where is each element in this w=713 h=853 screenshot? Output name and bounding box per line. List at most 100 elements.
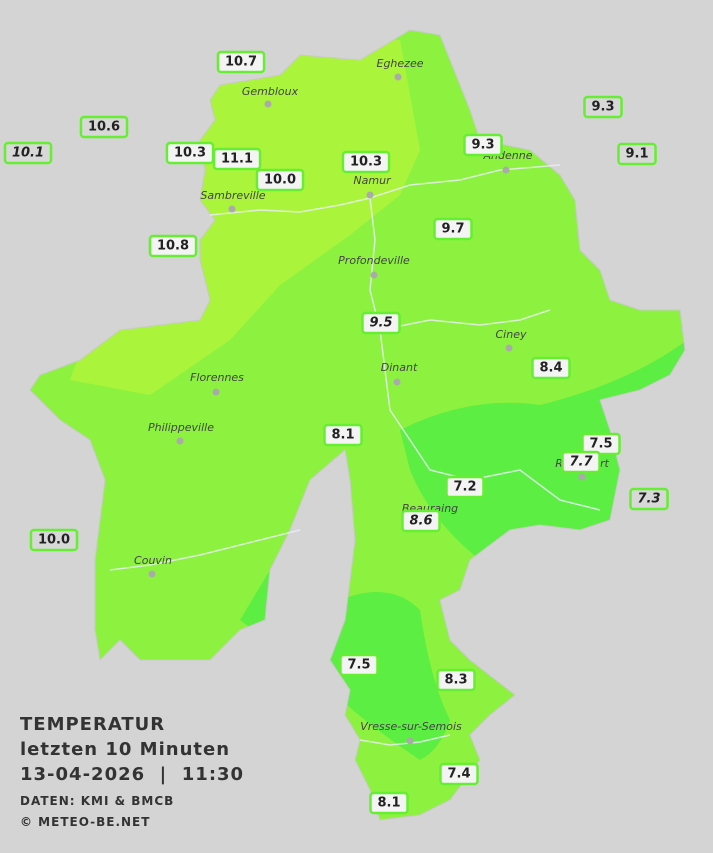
town-dot (370, 271, 378, 279)
station-box (629, 487, 669, 511)
station-value: 10.0 (264, 173, 296, 188)
station: 10.3 (341, 150, 391, 174)
town-dot (176, 437, 184, 445)
station-box (436, 668, 476, 692)
town-label: Namur (353, 174, 392, 187)
station-value: 8.6 (409, 514, 432, 529)
timestamp: 13-04-2026 | 11:30 (20, 764, 244, 785)
town-label: Florennes (190, 371, 244, 384)
copyright: © METEO-BE.NET (20, 815, 150, 829)
station-value: 10.3 (174, 146, 206, 161)
station: 9.1 (617, 142, 657, 166)
town-label: Profondeville (338, 254, 410, 267)
town-dot (394, 73, 402, 81)
station-value: 9.1 (625, 147, 648, 162)
station-box (3, 141, 53, 165)
station-box (323, 423, 363, 447)
station-value: 7.2 (453, 480, 476, 495)
station-box (531, 356, 571, 380)
station: 7.5 (339, 653, 379, 677)
station: 7.2 (445, 475, 485, 499)
station-value: 8.1 (377, 796, 400, 811)
station-box (401, 509, 441, 533)
town-dot (505, 344, 513, 352)
station-box (79, 115, 129, 139)
town-dot (366, 191, 374, 199)
town-dot (264, 100, 272, 108)
town-dot (148, 570, 156, 578)
station-value: 11.1 (221, 152, 253, 167)
town-label: Vresse-sur-Semois (360, 720, 462, 733)
station: 10.6 (79, 115, 129, 139)
station-value: 8.4 (539, 361, 562, 376)
town-label: Ciney (496, 328, 527, 341)
town-label: Eghezee (377, 57, 424, 70)
subtitle: letzten 10 Minuten (20, 739, 230, 760)
station-value: 9.5 (369, 316, 392, 331)
station-box (361, 311, 401, 335)
station-box (445, 475, 485, 499)
station-value: 10.6 (88, 120, 120, 135)
station-value: 8.1 (331, 428, 354, 443)
town-dot (212, 388, 220, 396)
source: DATEN: KMI & BMCB (20, 794, 174, 808)
station-box (463, 133, 503, 157)
station-value: 10.1 (12, 146, 44, 161)
station: 8.4 (531, 356, 571, 380)
station: 9.7 (433, 217, 473, 241)
station: 10.3 (165, 141, 215, 165)
town-dot (406, 737, 414, 745)
station: 8.3 (436, 668, 476, 692)
station-box (583, 95, 623, 119)
station: 7.4 (439, 762, 479, 786)
station: 7.7 (561, 450, 601, 474)
station: 11.1 (212, 147, 262, 171)
station: 7.3 (629, 487, 669, 511)
station: 10.8 (148, 234, 198, 258)
station-value: 10.7 (225, 55, 257, 70)
rivers (109, 164, 601, 746)
town-label: Sambreville (200, 189, 265, 202)
station: 9.3 (463, 133, 503, 157)
station-value: 7.5 (589, 437, 612, 452)
station: 9.3 (583, 95, 623, 119)
station-box (339, 653, 379, 677)
station-value: 9.3 (591, 100, 614, 115)
station-box (341, 150, 391, 174)
town-dot (393, 378, 401, 386)
station-box (255, 168, 305, 192)
station-value: 7.3 (637, 492, 660, 507)
town-label: Gembloux (242, 85, 299, 98)
station-box (212, 147, 262, 171)
station-box (581, 432, 621, 456)
station: 7.5 (581, 432, 621, 456)
town-label: Dinant (381, 361, 418, 374)
station-value: 10.3 (350, 155, 382, 170)
station-value: 9.3 (471, 138, 494, 153)
station: 10.0 (255, 168, 305, 192)
station: 10.1 (3, 141, 53, 165)
station: 9.5 (361, 311, 401, 335)
station-box (29, 528, 79, 552)
town-label: Couvin (134, 554, 172, 567)
station: 8.6 (401, 509, 441, 533)
station: 10.0 (29, 528, 79, 552)
title: TEMPERATUR (20, 714, 165, 735)
station-box (369, 791, 409, 815)
station-value: 7.5 (347, 658, 370, 673)
station-value: 9.7 (441, 222, 464, 237)
station-value: 10.8 (157, 239, 189, 254)
station-value: 8.3 (444, 673, 467, 688)
station-value: 7.4 (447, 767, 470, 782)
station-value: 7.7 (569, 455, 593, 470)
station: 10.7 (216, 50, 266, 74)
station-box (439, 762, 479, 786)
station-box (216, 50, 266, 74)
town-dot (502, 166, 510, 174)
station-box (433, 217, 473, 241)
town-label: Philippeville (148, 421, 214, 434)
station-box (148, 234, 198, 258)
station-box (617, 142, 657, 166)
station-value: 10.0 (38, 533, 70, 548)
